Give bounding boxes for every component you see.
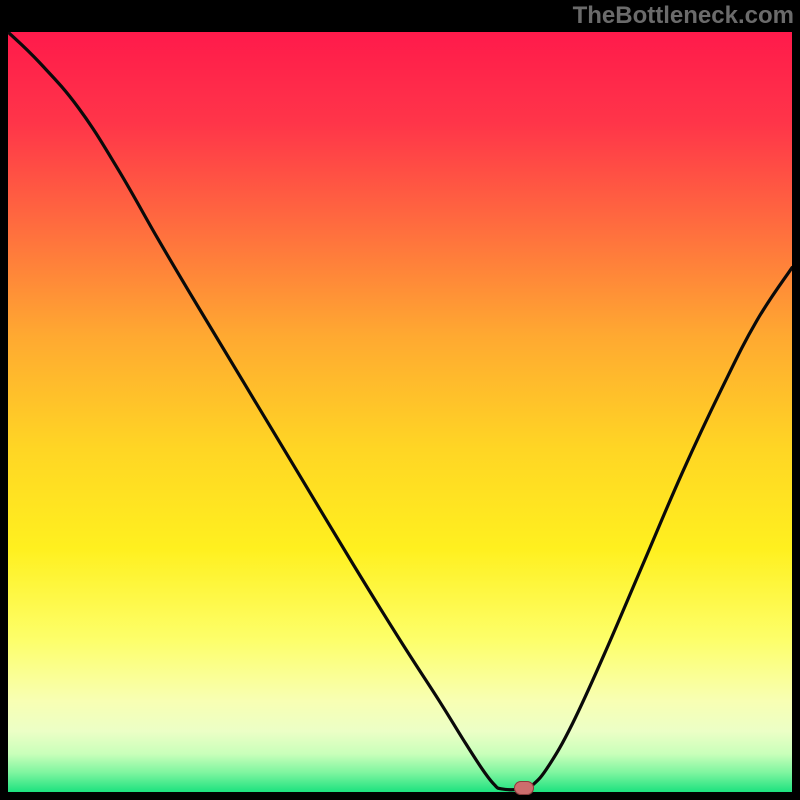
plot-area xyxy=(8,32,792,792)
watermark: TheBottleneck.com xyxy=(573,2,794,30)
minimum-marker xyxy=(514,781,534,795)
curve-layer xyxy=(8,32,792,792)
chart-frame: TheBottleneck.com xyxy=(0,0,800,800)
bottleneck-curve xyxy=(8,32,792,790)
